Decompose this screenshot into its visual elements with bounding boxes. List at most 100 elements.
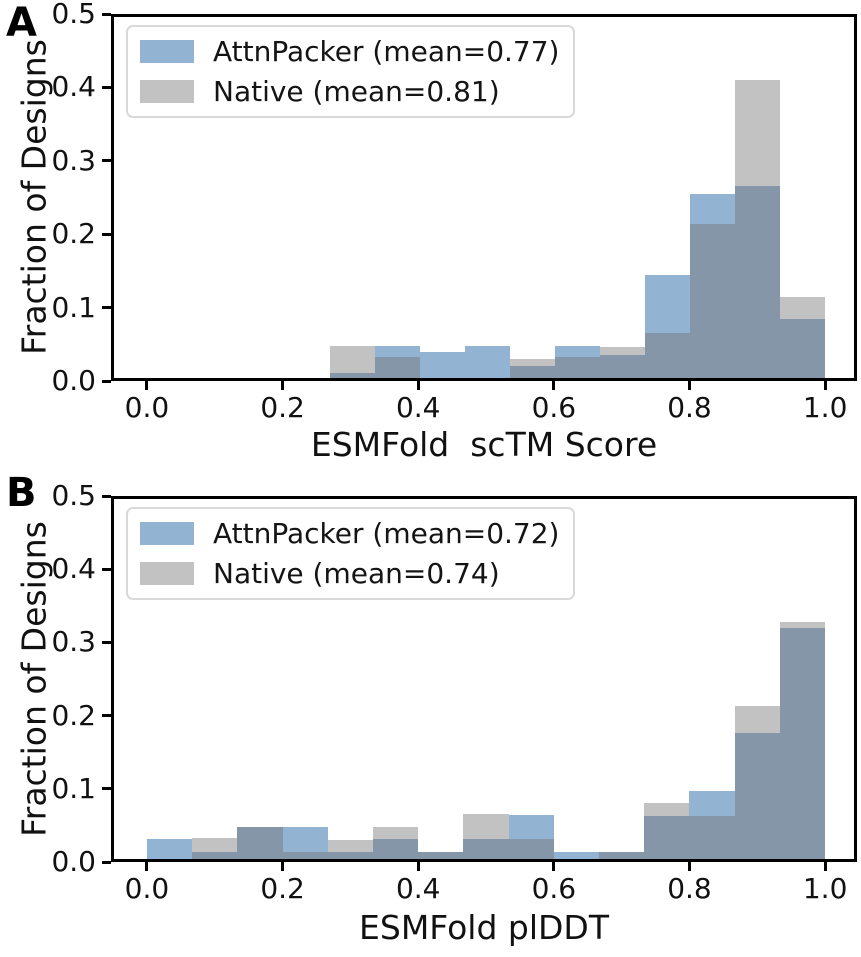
left-spine bbox=[111, 14, 114, 381]
overlap-bar bbox=[375, 356, 421, 381]
x-tick-label: 0.0 bbox=[124, 391, 170, 424]
legend-entry-attnpacker-a: AttnPacker (mean=0.77) bbox=[140, 35, 559, 68]
overlap-bar bbox=[600, 355, 646, 381]
x-axis-tick bbox=[145, 862, 149, 871]
x-tick-label: 0.4 bbox=[395, 872, 441, 905]
x-axis-tick bbox=[823, 381, 827, 390]
bottom-spine bbox=[111, 378, 857, 381]
legend-label-attnpacker-a: AttnPacker (mean=0.77) bbox=[213, 35, 560, 68]
bottom-spine bbox=[111, 859, 857, 862]
x-axis-label-b: ESMFold plDDT bbox=[359, 908, 609, 947]
y-axis-tick bbox=[102, 494, 111, 498]
x-axis-tick bbox=[281, 862, 285, 871]
legend-swatch-attnpacker-b bbox=[140, 522, 194, 545]
overlap-bar bbox=[779, 627, 826, 862]
y-axis-tick bbox=[102, 12, 111, 16]
y-tick-label: 0.2 bbox=[51, 698, 96, 732]
top-spine bbox=[111, 14, 857, 17]
y-tick-label: 0.0 bbox=[51, 364, 96, 397]
overlap-bar bbox=[237, 826, 283, 862]
overlap-bar bbox=[373, 839, 419, 862]
overlap-bar bbox=[555, 356, 601, 381]
overlap-bar bbox=[327, 851, 373, 862]
legend-label-native-a: Native (mean=0.81) bbox=[213, 75, 500, 108]
top-spine bbox=[111, 496, 857, 499]
x-tick-label: 0.8 bbox=[667, 391, 712, 424]
overlap-bar bbox=[599, 852, 645, 862]
legend-swatch-native-a bbox=[140, 80, 194, 103]
overlap-bar bbox=[735, 185, 781, 381]
y-tick-label: 0.2 bbox=[51, 217, 96, 251]
x-tick-label: 0.0 bbox=[124, 872, 170, 905]
plot-area-b: 0.0 0.2 0.4 0.6 0.8 1.0 0.0 0.1 0.2 0.3 0.4 0.5 bbox=[51, 481, 857, 904]
x-axis-tick bbox=[687, 862, 691, 871]
attnpacker-bar bbox=[420, 351, 466, 381]
y-axis-tick bbox=[102, 714, 111, 718]
y-tick-label: 0.1 bbox=[51, 771, 96, 805]
y-tick-label: 0.4 bbox=[51, 70, 96, 104]
x-tick-label: 0.8 bbox=[667, 872, 712, 905]
x-axis-tick bbox=[145, 381, 149, 390]
plot-area-a: 0.0 0.2 0.4 0.6 0.8 1.0 0.0 0.1 0.2 0.3 0.4 0.5 bbox=[51, 0, 857, 423]
overlap-bar bbox=[644, 815, 690, 862]
x-axis-tick bbox=[552, 862, 556, 871]
legend-entry-attnpacker-b: AttnPacker (mean=0.72) bbox=[140, 517, 559, 550]
right-spine bbox=[854, 14, 857, 381]
panel-letter-a: A bbox=[6, 0, 37, 46]
left-spine bbox=[111, 496, 114, 862]
attnpacker-bar bbox=[146, 839, 193, 862]
y-axis-tick bbox=[102, 306, 111, 310]
x-axis-tick bbox=[552, 381, 556, 390]
overlap-bar bbox=[418, 851, 464, 862]
overlap-bar bbox=[780, 318, 826, 381]
overlap-bar bbox=[330, 372, 376, 381]
overlap-bar bbox=[734, 733, 780, 862]
x-axis-tick bbox=[687, 381, 691, 390]
legend-label-native-b: Native (mean=0.74) bbox=[213, 557, 500, 590]
x-tick-label: 0.6 bbox=[531, 872, 577, 905]
legend-b: AttnPacker (mean=0.72) Native (mean=0.74… bbox=[126, 507, 576, 600]
legend-a: AttnPacker (mean=0.77) Native (mean=0.81… bbox=[126, 25, 576, 118]
legend-swatch-attnpacker-a bbox=[140, 40, 194, 63]
y-axis-tick bbox=[102, 159, 111, 163]
legend-entry-native-b: Native (mean=0.74) bbox=[140, 557, 559, 590]
overlap-bar bbox=[689, 815, 735, 862]
legend-swatch-native-b bbox=[140, 562, 194, 585]
x-tick-label: 0.2 bbox=[260, 872, 305, 905]
y-tick-label: 0.0 bbox=[51, 845, 96, 878]
y-axis-tick bbox=[102, 860, 111, 864]
y-axis-tick bbox=[102, 232, 111, 236]
overlap-bar bbox=[282, 852, 328, 862]
x-tick-label: 0.4 bbox=[395, 391, 441, 424]
x-axis-label-a: ESMFold scTM Score bbox=[310, 425, 658, 464]
y-tick-label: 0.5 bbox=[51, 479, 96, 512]
x-axis-tick bbox=[823, 862, 827, 871]
overlap-bar bbox=[645, 333, 691, 381]
y-axis-tick bbox=[102, 85, 111, 89]
y-axis-tick bbox=[102, 787, 111, 791]
x-axis-tick bbox=[281, 381, 285, 390]
x-tick-label: 1.0 bbox=[802, 872, 848, 905]
y-axis-tick bbox=[102, 379, 111, 383]
overlap-bar bbox=[192, 852, 238, 862]
x-tick-label: 0.6 bbox=[531, 391, 577, 424]
overlap-bar bbox=[463, 839, 509, 862]
overlap-bar bbox=[690, 223, 736, 381]
x-axis-tick bbox=[416, 862, 420, 871]
right-spine bbox=[854, 496, 857, 862]
y-tick-label: 0.1 bbox=[51, 290, 96, 324]
legend-entry-native-a: Native (mean=0.81) bbox=[140, 75, 559, 108]
legend-label-attnpacker-b: AttnPacker (mean=0.72) bbox=[213, 517, 560, 550]
y-axis-tick bbox=[102, 567, 111, 571]
overlap-bar bbox=[508, 839, 554, 862]
x-tick-label: 1.0 bbox=[802, 391, 848, 424]
attnpacker-bar bbox=[553, 852, 600, 862]
y-tick-label: 0.5 bbox=[51, 0, 96, 30]
x-tick-label: 0.2 bbox=[260, 391, 305, 424]
y-tick-label: 0.3 bbox=[51, 625, 96, 659]
panel-letter-b: B bbox=[6, 470, 37, 516]
y-axis-tick bbox=[102, 640, 111, 644]
x-axis-tick bbox=[416, 381, 420, 390]
y-tick-label: 0.3 bbox=[51, 143, 96, 177]
